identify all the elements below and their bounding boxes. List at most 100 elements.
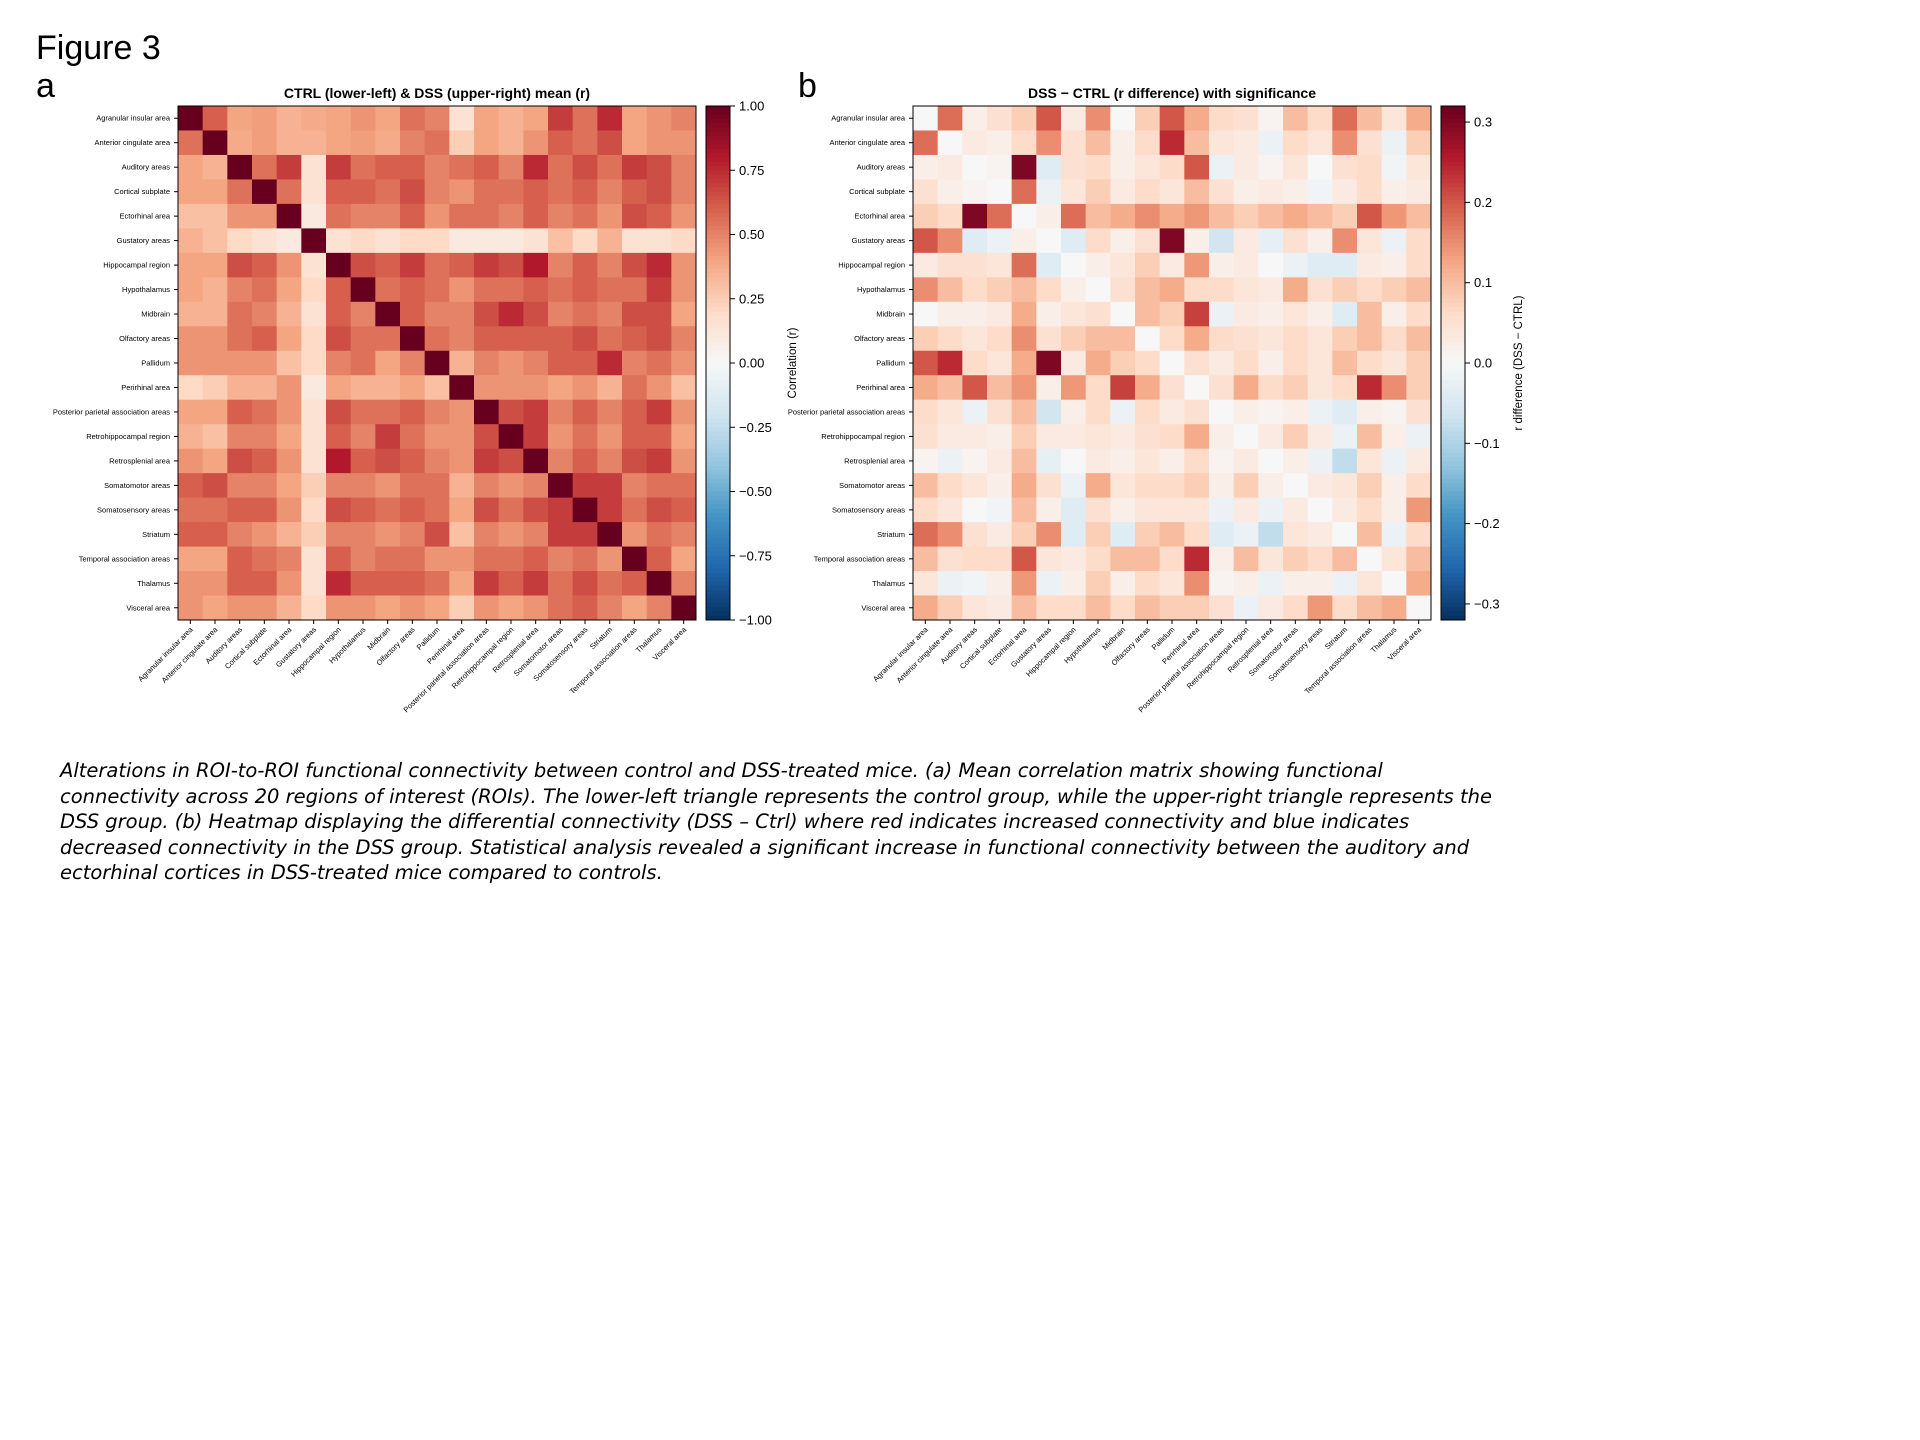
colorbar-segment	[1441, 315, 1465, 321]
heatmap-cell	[1381, 203, 1407, 229]
colorbar-segment	[1441, 384, 1465, 390]
heatmap-cell	[202, 350, 228, 376]
heatmap-cell	[1381, 399, 1407, 425]
heatmap-cell	[301, 571, 327, 596]
heatmap-cell	[1209, 571, 1235, 596]
heatmap-cell	[1061, 252, 1087, 278]
heatmap-cell	[1036, 546, 1062, 572]
heatmap-cell	[1283, 326, 1309, 352]
heatmap-cell	[987, 448, 1013, 474]
heatmap-cell	[1283, 252, 1309, 278]
heatmap-cell	[913, 399, 939, 425]
heatmap-cell	[202, 595, 228, 621]
heatmap-cell	[548, 375, 574, 401]
y-tick-label: Somatomotor areas	[839, 481, 905, 490]
colorbar-segment	[706, 187, 730, 193]
heatmap-cell	[1085, 350, 1111, 376]
heatmap-cell	[1283, 179, 1309, 205]
heatmap-cell	[937, 571, 963, 596]
heatmap-cell	[1332, 106, 1358, 131]
heatmap-cell	[400, 130, 426, 156]
heatmap-cell	[913, 179, 939, 205]
heatmap-cell	[375, 375, 401, 401]
heatmap-cell	[227, 497, 253, 523]
heatmap-cell	[913, 424, 939, 450]
heatmap-cell	[178, 130, 204, 156]
colorbar-segment	[1441, 508, 1465, 514]
heatmap-cell	[1085, 595, 1111, 621]
heatmap-cell	[1085, 546, 1111, 572]
colorbar-segment	[1441, 452, 1465, 458]
heatmap-cell	[1307, 154, 1333, 180]
colorbar-segment	[706, 294, 730, 300]
heatmap-cell	[1406, 106, 1432, 131]
heatmap-cell	[572, 277, 598, 303]
heatmap-cell	[913, 350, 939, 376]
heatmap-cell	[498, 448, 524, 474]
heatmap-cell	[1357, 252, 1383, 278]
heatmap-cell	[1406, 130, 1432, 156]
heatmap-cell	[548, 546, 574, 572]
heatmap-cell	[1159, 497, 1185, 523]
colorbar-segment	[1441, 542, 1465, 548]
heatmap-cell	[1135, 571, 1161, 596]
heatmap-cell	[1135, 252, 1161, 278]
heatmap-cell	[1135, 448, 1161, 474]
heatmap-cell	[1258, 106, 1284, 131]
heatmap-cell	[400, 106, 426, 131]
heatmap-cell	[1184, 473, 1210, 499]
y-tick-label: Visceral area	[126, 603, 170, 612]
heatmap-cell	[375, 571, 401, 596]
heatmap-cell	[937, 595, 963, 621]
heatmap-cell	[252, 497, 278, 523]
heatmap-panel-a: CTRL (lower-left) & DSS (upper-right) me…	[53, 85, 799, 714]
heatmap-cell	[1332, 252, 1358, 278]
colorbar-segment	[706, 401, 730, 407]
heatmap-cell	[449, 203, 475, 229]
heatmap-cell	[227, 252, 253, 278]
heatmap-cell	[375, 154, 401, 180]
heatmap-cell	[572, 252, 598, 278]
colorbar-segment	[706, 577, 730, 582]
heatmap-cell	[622, 326, 648, 352]
heatmap-cell	[1110, 277, 1136, 303]
heatmap-cell	[1085, 130, 1111, 156]
colorbar-segment	[706, 135, 730, 141]
heatmap-cell	[1307, 203, 1333, 229]
colorbar-segment	[706, 290, 730, 295]
heatmap-cell	[1110, 130, 1136, 156]
heatmap-cell	[962, 546, 988, 572]
colorbar-segment	[1441, 311, 1465, 317]
heatmap-cell	[252, 326, 278, 352]
colorbar-segment	[706, 307, 730, 313]
heatmap-cell	[1061, 546, 1087, 572]
heatmap-cell	[1159, 424, 1185, 450]
heatmap-cell	[178, 497, 204, 523]
colorbar-segment	[1441, 135, 1465, 141]
heatmap-cell	[400, 473, 426, 499]
heatmap-cell	[1110, 546, 1136, 572]
heatmap-cell	[1233, 522, 1259, 547]
colorbar-segment	[1441, 478, 1465, 484]
colorbar-segment	[706, 602, 730, 608]
colorbar-segment	[706, 208, 730, 214]
heatmap-cell	[1381, 375, 1407, 401]
heatmap-cell	[962, 277, 988, 303]
colorbar-segment	[1441, 341, 1465, 347]
heatmap-cell	[1233, 301, 1259, 327]
y-tick-label: Hypothalamus	[857, 285, 905, 294]
colorbar-segment	[1441, 354, 1465, 360]
heatmap-cell	[1011, 252, 1037, 278]
heatmap-cell	[1085, 497, 1111, 523]
heatmap-cell	[1110, 154, 1136, 180]
colorbar-segment	[1441, 380, 1465, 385]
heatmap-cell	[474, 326, 500, 352]
heatmap-cell	[1209, 595, 1235, 621]
heatmap-cell	[375, 228, 401, 254]
heatmap-cell	[449, 399, 475, 425]
heatmap-cell	[671, 277, 697, 303]
colorbar-segment	[1441, 264, 1465, 270]
heatmap-cell	[1184, 252, 1210, 278]
colorbar-segment	[1441, 405, 1465, 411]
heatmap-cell	[350, 326, 376, 352]
